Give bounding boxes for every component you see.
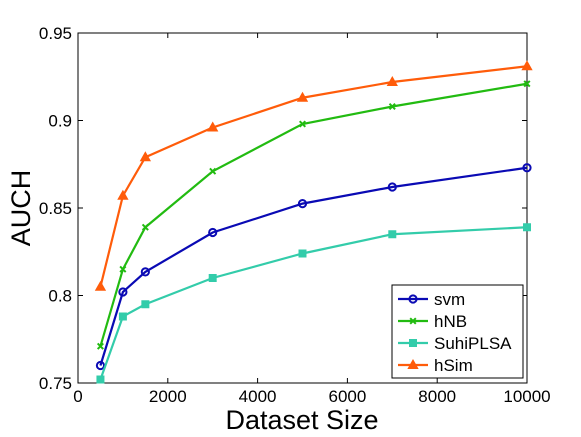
x-tick-label: 10000 xyxy=(503,387,550,406)
y-tick-label: 0.75 xyxy=(39,374,72,393)
data-point xyxy=(96,375,105,384)
legend-item-hSim: hSim xyxy=(398,356,473,375)
legend-item-SuhiPLSA: SuhiPLSA xyxy=(398,334,512,353)
x-tick-label: 8000 xyxy=(418,387,456,406)
y-tick-label: 0.8 xyxy=(48,287,72,306)
data-point xyxy=(387,182,397,192)
x-tick-label: 2000 xyxy=(149,387,187,406)
y-tick-label: 0.95 xyxy=(39,24,72,43)
x-tick-label: 6000 xyxy=(328,387,366,406)
data-point xyxy=(209,167,217,175)
y-tick-label: 0.9 xyxy=(48,112,72,131)
data-point xyxy=(298,249,307,258)
data-point xyxy=(207,121,219,132)
data-point xyxy=(118,312,127,321)
data-point xyxy=(521,60,533,71)
y-axis-title: AUCH xyxy=(6,170,36,247)
data-point xyxy=(388,230,397,239)
legend-label: hSim xyxy=(434,356,473,375)
data-point xyxy=(297,199,308,209)
legend-label: svm xyxy=(434,290,465,309)
data-point xyxy=(118,287,128,297)
series-SuhiPLSA xyxy=(96,223,531,384)
series-line xyxy=(99,166,528,366)
data-point xyxy=(95,360,106,371)
data-point xyxy=(208,227,218,238)
data-point xyxy=(119,265,127,273)
legend-label: SuhiPLSA xyxy=(434,334,512,353)
legend-marker xyxy=(409,317,417,325)
data-point xyxy=(386,75,398,86)
data-point xyxy=(117,189,129,200)
data-point xyxy=(94,280,107,291)
series-hNB xyxy=(96,80,531,350)
legend-marker xyxy=(407,358,419,369)
data-point xyxy=(96,342,104,350)
data-point xyxy=(388,102,396,111)
data-point xyxy=(141,300,150,309)
y-tick-label: 0.85 xyxy=(39,199,72,218)
data-point xyxy=(523,223,531,232)
data-point xyxy=(296,91,309,102)
data-point xyxy=(141,223,149,231)
data-point xyxy=(208,274,217,282)
series-layer xyxy=(94,60,533,384)
legend: svm hNB SuhiPLSA hSim xyxy=(391,284,524,379)
data-point xyxy=(522,163,532,173)
legend-item-svm: svm xyxy=(398,290,465,309)
series-hSim xyxy=(94,60,533,291)
x-axis-title: Dataset Size xyxy=(225,405,378,435)
x-tick-label: 4000 xyxy=(239,387,277,406)
x-axis-ticks: 0 2000 4000 6000 8000 10000 xyxy=(73,33,551,406)
series-svm xyxy=(95,163,532,371)
y-axis-ticks: 0.75 0.8 0.85 0.9 0.95 xyxy=(39,24,527,393)
data-point xyxy=(298,120,307,128)
data-point xyxy=(140,267,150,277)
x-tick-label: 0 xyxy=(73,387,82,406)
data-point xyxy=(523,80,531,88)
data-point xyxy=(139,151,152,162)
legend-marker xyxy=(409,339,417,347)
legend-item-hNB: hNB xyxy=(398,312,467,331)
legend-marker xyxy=(408,294,418,304)
legend-label: hNB xyxy=(434,312,467,331)
